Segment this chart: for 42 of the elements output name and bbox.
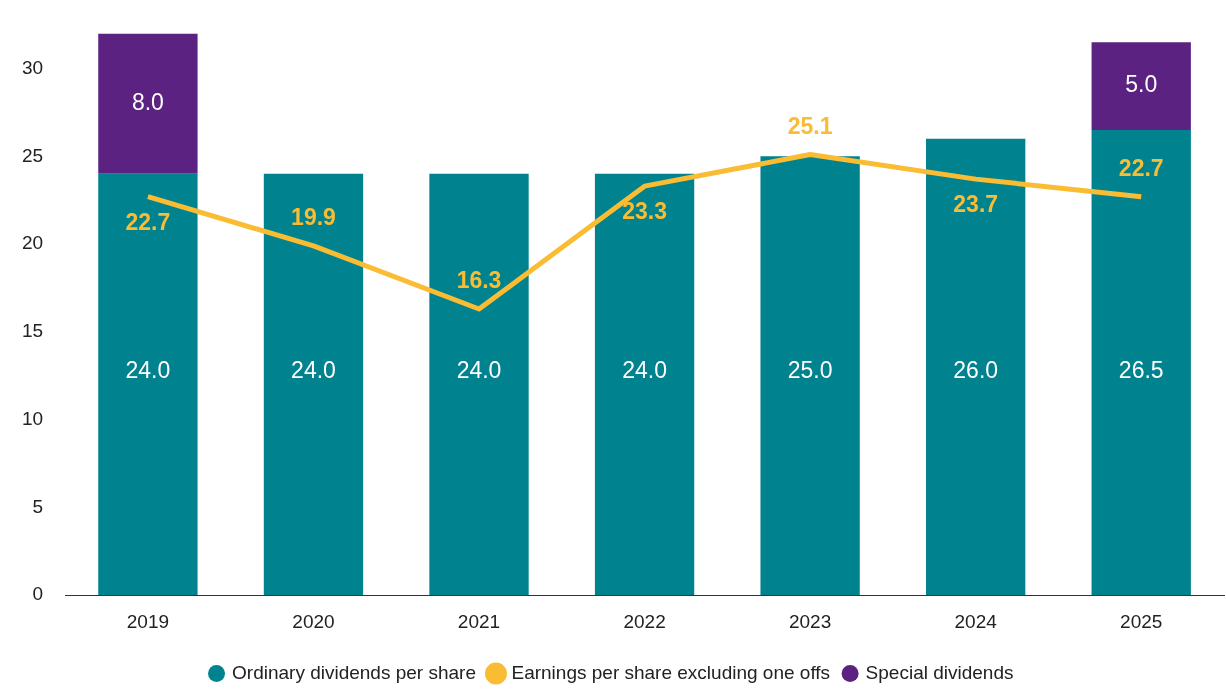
- x-tick-label: 2020: [292, 610, 335, 632]
- data-label: 8.0: [131, 88, 164, 115]
- x-tick-label: 2025: [1120, 610, 1163, 632]
- legend-label: Earnings per share excluding one offs: [511, 661, 831, 683]
- data-label: 24.0: [456, 357, 502, 384]
- bar: [98, 33, 198, 174]
- legend-label: Special dividends: [865, 661, 1014, 683]
- data-label: 23.3: [622, 198, 667, 225]
- x-tick-label: 2022: [623, 610, 666, 632]
- bar: [926, 138, 1026, 596]
- y-tick-label: 5: [32, 495, 44, 517]
- data-label: 23.7: [953, 191, 999, 218]
- bar: [98, 173, 198, 596]
- y-tick-label: 0: [32, 583, 44, 605]
- data-label: 25.1: [787, 112, 833, 139]
- data-label: 26.0: [953, 357, 999, 384]
- x-tick-label: 2023: [788, 610, 832, 632]
- data-label: 24.0: [125, 357, 171, 384]
- legend-label: Ordinary dividends per share: [232, 661, 476, 683]
- x-tick-label: 2024: [954, 610, 998, 632]
- data-label: 5.0: [1125, 71, 1158, 98]
- bar: [760, 156, 860, 596]
- x-tick-label: 2021: [457, 610, 501, 632]
- data-label: 24.0: [291, 357, 336, 384]
- data-label: 19.9: [291, 204, 336, 231]
- x-tick-label: 2019: [126, 610, 170, 632]
- bar: [263, 173, 364, 596]
- data-label: 22.7: [1118, 155, 1164, 182]
- y-tick-label: 15: [21, 320, 44, 342]
- bar: [1091, 129, 1191, 596]
- data-label: 25.0: [787, 357, 833, 384]
- bar: [429, 173, 529, 596]
- y-tick-label: 20: [21, 232, 44, 254]
- data-label: 26.5: [1118, 357, 1164, 384]
- bar: [594, 173, 695, 596]
- data-label: 22.7: [125, 209, 171, 236]
- y-tick-label: 25: [21, 144, 44, 166]
- y-tick-label: 30: [21, 56, 44, 78]
- bar: [1091, 42, 1191, 130]
- data-label: 16.3: [456, 267, 502, 294]
- y-tick-label: 10: [21, 407, 44, 429]
- data-label: 24.0: [622, 357, 667, 384]
